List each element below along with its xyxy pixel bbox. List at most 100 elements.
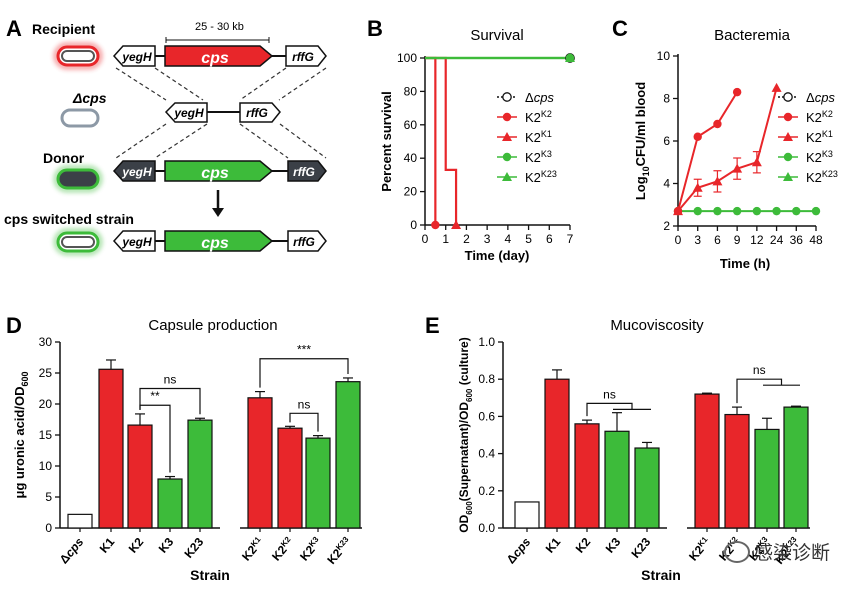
legend-label-2: K2K1 — [525, 129, 552, 145]
legend-marker-3 — [783, 152, 793, 162]
category-tick-label-1: K1 — [543, 535, 564, 556]
x-axis-label: Strain — [641, 567, 681, 583]
dcps-yegh: yegH — [173, 106, 204, 120]
dashes-top — [115, 67, 327, 101]
y-tick-label: 20 — [404, 185, 418, 199]
data-point-K2K3-3 — [732, 206, 742, 216]
category-tick-label-0: Δcps — [504, 535, 534, 567]
y-tick-label: 8 — [663, 92, 670, 106]
x-tick-label: 6 — [714, 233, 721, 247]
switched-cell-icon — [53, 228, 103, 256]
significance-bracket-1 — [139, 404, 171, 473]
legend-label-0: Δcps — [806, 90, 835, 105]
series-line-K2K2 — [677, 91, 738, 212]
legend-label-3: K2K3 — [806, 149, 833, 165]
x-tick-label: 6 — [546, 232, 553, 246]
bar-5 — [247, 397, 273, 529]
panel-letter-b: B — [367, 16, 383, 41]
category-tick-label-3: K3 — [603, 535, 624, 556]
series-line-K2K2 — [425, 56, 437, 225]
legend-marker-4 — [502, 172, 512, 181]
y-tick-label: 2 — [663, 219, 670, 233]
bar-1 — [544, 378, 570, 529]
data-point-K2K1-2 — [712, 176, 723, 186]
switched-locus: yegH cps rffG — [112, 230, 327, 252]
y-axis-label: Log10CFU/ml blood — [633, 82, 651, 200]
category-tick-label-0: Δcps — [57, 535, 87, 567]
down-arrow-icon — [212, 190, 224, 217]
x-tick-label: 24 — [770, 233, 784, 247]
recipient-cell-icon — [53, 42, 103, 70]
significance-bracket-0 — [139, 387, 201, 415]
data-point-K2K2-2 — [713, 119, 722, 129]
category-tick-label-2: K2 — [573, 535, 594, 556]
legend-marker-1 — [502, 112, 512, 122]
switched-yegh: yegH — [121, 235, 152, 249]
category-tick-label-6: K2K2 — [269, 535, 297, 564]
y-tick-label: 25 — [39, 366, 53, 380]
significance-label-2: ns — [298, 397, 311, 411]
y-axis-label: OD600(Supernatant)/OD600 (culture) — [457, 337, 474, 532]
series-end-marker-K2K1 — [451, 220, 462, 229]
data-point-K2K2-3 — [732, 87, 742, 97]
label-dcps: Δcps — [72, 90, 107, 106]
dcps-locus: yegH rffG — [164, 102, 281, 123]
category-tick-label-3: K3 — [156, 535, 177, 556]
chart-title: Capsule production — [148, 317, 277, 334]
x-tick-label: 0 — [422, 232, 429, 246]
dashes-mid — [115, 123, 327, 159]
y-tick-label: 5 — [45, 490, 52, 504]
data-point-K2K1-5 — [771, 82, 782, 92]
category-tick-label-4: K23 — [181, 535, 206, 561]
watermark-text: 感染诊断 — [754, 542, 831, 564]
category-tick-label-5: K2K1 — [239, 535, 267, 564]
x-tick-label: 5 — [525, 232, 532, 246]
y-tick-label: 100 — [397, 51, 417, 65]
significance-bracket-1 — [736, 378, 783, 404]
bar-8 — [335, 381, 361, 529]
y-tick-label: 6 — [663, 134, 670, 148]
significance-label-0: ns — [603, 387, 616, 401]
y-tick-label: 30 — [39, 335, 53, 349]
y-tick-label: 0.4 — [478, 447, 495, 461]
y-tick-label: 0.8 — [478, 372, 495, 386]
bar-7 — [305, 437, 331, 529]
category-tick-label-8: K2K23 — [324, 535, 354, 567]
legend-marker-2 — [783, 132, 793, 141]
category-tick-label-5: K2K1 — [686, 535, 714, 564]
y-tick-label: 15 — [39, 428, 53, 442]
legend-label-4: K2K23 — [806, 169, 838, 185]
panel-letter-e: E — [425, 313, 440, 338]
y-tick-label: 40 — [404, 151, 418, 165]
legend-marker-1 — [783, 112, 793, 122]
legend-marker-3 — [502, 152, 512, 162]
bar-4 — [634, 447, 660, 529]
panel-a: A Recipient 25 - 30 kb Δcps Donor cps sw… — [4, 16, 327, 256]
y-tick-label: 60 — [404, 118, 418, 132]
donor-cell-icon — [53, 165, 103, 193]
chart-title: Survival — [470, 27, 523, 44]
legend-label-4: K2K23 — [525, 169, 557, 185]
y-tick-label: 0 — [410, 218, 417, 232]
bar-1 — [98, 368, 124, 529]
data-point-K2K1-0 — [673, 206, 683, 216]
data-point-K2K2-1 — [693, 132, 702, 141]
donor-rffg: rffG — [293, 165, 315, 179]
legend-label-0: Δcps — [525, 90, 554, 105]
x-axis-label: Strain — [190, 567, 230, 583]
donor-locus: yegH cps rffG — [112, 160, 327, 182]
dcps-cell-icon — [60, 108, 100, 128]
y-tick-label: 80 — [404, 84, 418, 98]
dcps-rffg: rffG — [246, 106, 268, 120]
x-tick-label: 12 — [750, 233, 764, 247]
x-tick-label: 2 — [463, 232, 470, 246]
y-axis-label: μg uronic acid/OD600 — [12, 372, 30, 499]
y-tick-label: 0 — [45, 521, 52, 535]
switched-rffg: rffG — [293, 235, 315, 249]
label-cps-switched: cps switched strain — [4, 211, 134, 227]
y-tick-label: 4 — [663, 177, 670, 191]
category-tick-label-7: K2K3 — [297, 535, 325, 564]
x-tick-label: 3 — [484, 232, 491, 246]
data-point-K2K3-6 — [792, 206, 801, 216]
